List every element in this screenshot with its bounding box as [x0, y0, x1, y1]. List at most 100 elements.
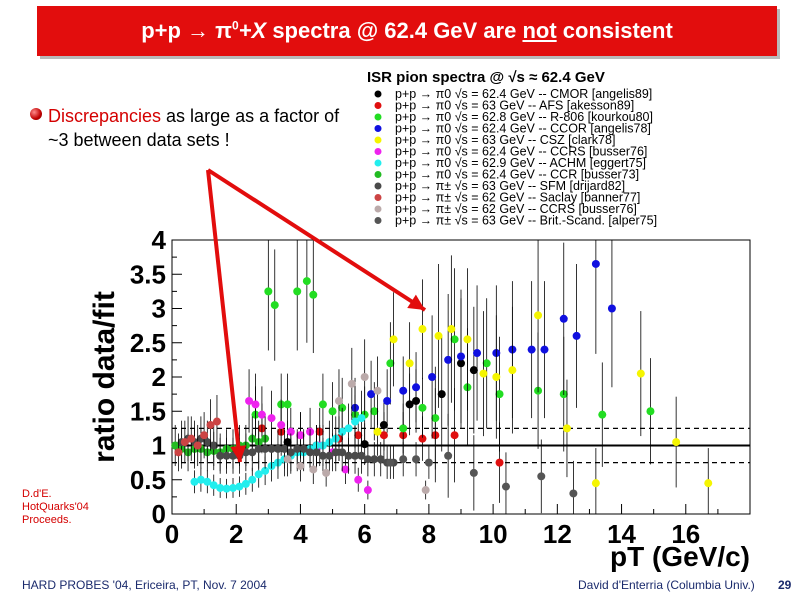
- data-point: [254, 444, 263, 453]
- data-point: [347, 379, 356, 388]
- legend-entry: p+p → π0 √s = 63 GeV -- AFS [akesson89]: [395, 99, 634, 113]
- data-point: [389, 335, 398, 344]
- data-point: [209, 481, 218, 490]
- data-point: [508, 366, 517, 375]
- legend-entry: p+p → π± √s = 63 GeV -- Brit.-Scand. [al…: [395, 214, 657, 228]
- data-point: [399, 455, 408, 464]
- data-point: [334, 396, 343, 405]
- data-point: [248, 475, 257, 484]
- legend-entry: p+p → π± √s = 62 GeV -- CCRS [busser76]: [395, 202, 637, 216]
- x-tick-label: 0: [165, 519, 179, 549]
- data-point: [434, 331, 443, 340]
- data-point: [540, 345, 549, 354]
- title-suffix: spectra @ 62.4 GeV are: [266, 18, 523, 43]
- data-point: [357, 451, 366, 460]
- data-point: [216, 483, 225, 492]
- data-point: [190, 477, 199, 486]
- data-point: [306, 448, 315, 457]
- data-point: [418, 325, 427, 334]
- data-point: [351, 451, 360, 460]
- data-point: [357, 414, 366, 423]
- x-tick-label: 8: [422, 519, 436, 549]
- data-point: [280, 444, 289, 453]
- legend-entry: p+p → π0 √s = 62.4 GeV -- CCR [busser73]: [395, 168, 639, 182]
- legend-marker: [374, 113, 382, 121]
- data-point: [293, 287, 302, 296]
- arrow-head: [230, 445, 247, 462]
- data-point: [482, 359, 491, 368]
- data-point: [373, 427, 382, 436]
- data-point: [559, 314, 568, 323]
- legend-entry: p+p → π0 √s = 62.4 GeV -- CMOR [angelis8…: [395, 87, 652, 101]
- data-point: [447, 325, 456, 334]
- legend-marker: [374, 136, 382, 144]
- data-point: [206, 420, 215, 429]
- data-point: [216, 451, 225, 460]
- data-point: [363, 486, 372, 495]
- legend-marker: [374, 217, 382, 224]
- data-point: [267, 414, 276, 423]
- y-tick-label: 0: [152, 499, 166, 529]
- data-point: [338, 427, 347, 436]
- data-point: [450, 335, 459, 344]
- data-point: [591, 479, 600, 488]
- data-point: [418, 403, 427, 412]
- data-point: [222, 451, 231, 460]
- x-tick-label: 4: [293, 519, 308, 549]
- x-tick-label: 2: [229, 519, 243, 549]
- y-tick-label: 4: [152, 225, 167, 255]
- legend-title: ISR pion spectra @ √s ≈ 62.4 GeV: [367, 69, 605, 86]
- data-point: [363, 455, 372, 464]
- data-point: [261, 444, 270, 453]
- data-point: [283, 455, 292, 464]
- data-point: [370, 455, 379, 464]
- data-point: [309, 290, 318, 299]
- data-point: [200, 431, 209, 440]
- data-point: [421, 486, 430, 495]
- data-point: [405, 359, 414, 368]
- slide-number: 29: [778, 578, 792, 592]
- data-point: [296, 462, 305, 471]
- data-point: [235, 482, 244, 491]
- x-tick-label: 12: [543, 519, 572, 549]
- data-point: [431, 414, 440, 423]
- data-point: [203, 438, 212, 447]
- data-point: [428, 373, 437, 381]
- legend-marker: [374, 102, 382, 109]
- data-point: [338, 448, 347, 457]
- legend-marker: [374, 171, 382, 178]
- data-point: [283, 400, 292, 409]
- data-point: [354, 431, 363, 440]
- series-group: [373, 240, 713, 514]
- data-point: [312, 448, 321, 457]
- y-tick-label: 1: [152, 431, 166, 461]
- title-end: consistent: [556, 18, 673, 43]
- data-point: [193, 441, 202, 450]
- data-point: [399, 386, 408, 395]
- footer-author: David d'Enterria (Columbia Univ.): [578, 578, 755, 592]
- data-point: [174, 448, 183, 457]
- legend-marker: [374, 90, 382, 98]
- data-point: [264, 287, 273, 296]
- data-point: [270, 301, 279, 310]
- data-point: [537, 472, 546, 481]
- data-point: [286, 427, 295, 436]
- data-point: [245, 396, 254, 405]
- x-tick-label: 14: [607, 519, 636, 549]
- data-point: [379, 431, 388, 440]
- series-group: [251, 240, 655, 470]
- y-tick-label: 0.5: [130, 465, 166, 495]
- data-point: [672, 438, 681, 447]
- data-point: [309, 465, 318, 474]
- data-point: [598, 410, 607, 419]
- data-point: [171, 441, 180, 450]
- data-point: [360, 373, 369, 381]
- data-point: [354, 475, 363, 484]
- data-point: [277, 420, 286, 429]
- bullet-text: Discrepancies as large as a factor of ~3…: [48, 104, 358, 152]
- legend-entry: p+p → π0 √s = 62.8 GeV -- R-806 [kourkou…: [395, 110, 653, 124]
- x-tick-label: 10: [479, 519, 508, 549]
- data-point: [293, 444, 302, 453]
- data-point: [367, 390, 376, 399]
